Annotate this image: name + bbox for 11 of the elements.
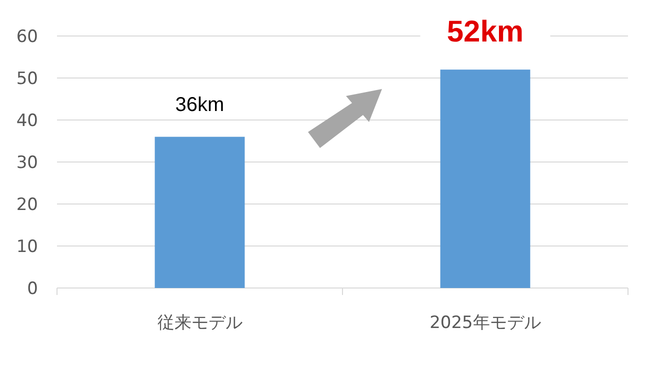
data-label: 36km bbox=[175, 94, 224, 116]
y-tick-label: 20 bbox=[16, 195, 38, 215]
y-tick-label: 60 bbox=[16, 27, 38, 47]
x-tick-label: 従来モデル bbox=[157, 313, 242, 333]
y-tick-label: 50 bbox=[16, 69, 38, 89]
y-tick-label: 40 bbox=[16, 111, 38, 131]
data-label: 52km bbox=[446, 16, 524, 49]
y-tick-label: 10 bbox=[16, 237, 38, 257]
y-tick-label: 30 bbox=[16, 153, 38, 173]
y-tick-label: 0 bbox=[27, 279, 38, 299]
x-tick-label: 2025年モデル bbox=[430, 313, 541, 333]
